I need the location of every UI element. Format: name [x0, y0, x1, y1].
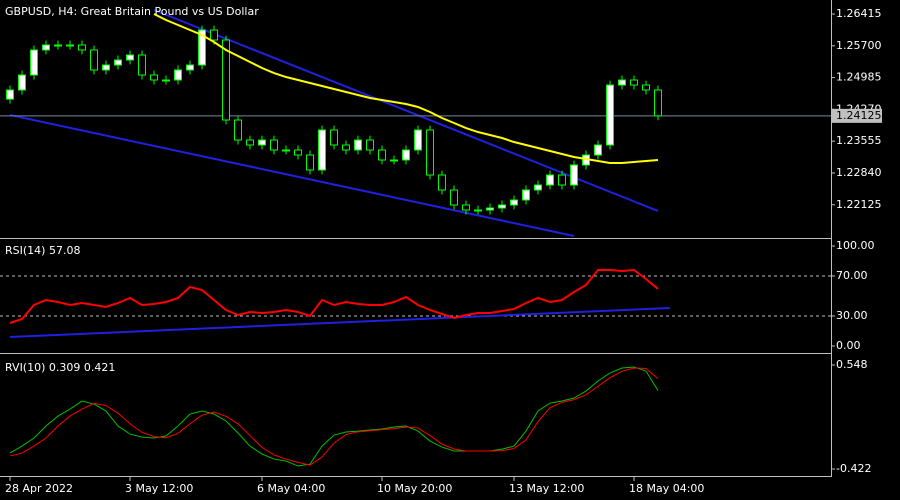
candle-body: [78, 44, 86, 51]
candle-body: [438, 174, 446, 191]
candle-body: [570, 164, 578, 186]
price-label-box: [832, 108, 882, 123]
candle-body: [318, 129, 326, 171]
x-tick-label: 18 May 04:00: [629, 482, 704, 495]
candle-body: [366, 139, 374, 151]
candle-body: [510, 199, 518, 206]
panel: [0, 9, 831, 237]
y-tick-label: 1.26415: [836, 7, 882, 20]
candle-body: [594, 144, 602, 156]
candle-body: [630, 79, 638, 86]
candle-body: [6, 89, 14, 100]
candle-body: [162, 79, 170, 82]
x-tick-label: 3 May 12:00: [125, 482, 193, 495]
trend-line: [9, 114, 575, 237]
candle-body: [42, 44, 50, 51]
y-tick-label: 30.00: [836, 309, 868, 322]
candle-body: [138, 54, 146, 76]
candle-body: [606, 84, 614, 146]
candle-body: [102, 64, 110, 71]
candle-body: [114, 59, 122, 66]
candle-body: [342, 144, 350, 151]
candle-body: [198, 29, 206, 66]
candle-body: [654, 89, 662, 117]
panel-title: RSI(14) 57.08: [5, 244, 80, 257]
y-tick-label: -0.422: [836, 462, 871, 475]
y-tick-label: 1.23555: [836, 134, 882, 147]
indicator-line: [9, 268, 659, 324]
candle-body: [474, 209, 482, 212]
y-tick-label: 1.25700: [836, 39, 882, 52]
candle-body: [150, 74, 158, 81]
candle-body: [426, 129, 434, 176]
candle-body: [498, 204, 506, 209]
candle-body: [522, 189, 530, 201]
y-tick-label: 100.00: [836, 239, 875, 252]
candle-body: [414, 129, 422, 151]
candle-body: [294, 149, 302, 156]
candle-body: [330, 129, 338, 146]
candle-body: [450, 189, 458, 206]
x-tick-label: 6 May 04:00: [257, 482, 325, 495]
moving-average: [153, 13, 659, 165]
y-tick-label: 1.22840: [836, 166, 882, 179]
candle-body: [270, 139, 278, 151]
candle-body: [534, 184, 542, 191]
y-tick-label: 1.22125: [836, 198, 882, 211]
candle-body: [90, 49, 98, 71]
candle-body: [66, 44, 74, 47]
price-label: 1.24125: [836, 109, 882, 122]
panel: [9, 366, 659, 467]
y-tick-label: 0.00: [836, 339, 861, 352]
x-tick-label: 28 Apr 2022: [5, 482, 73, 495]
panel-title: RVI(10) 0.309 0.421: [5, 361, 115, 374]
candle-body: [258, 139, 266, 146]
candle-body: [282, 149, 290, 152]
candle-body: [462, 204, 470, 211]
candle-body: [354, 139, 362, 151]
candle-body: [486, 207, 494, 211]
candle-body: [246, 139, 254, 146]
candle-body: [54, 44, 62, 47]
indicator-line: [9, 366, 659, 467]
candle-body: [18, 74, 26, 91]
y-tick-label: 0.548: [836, 358, 868, 371]
candle-body: [210, 29, 218, 41]
candle-body: [618, 79, 626, 86]
indicator-line: [9, 367, 659, 466]
y-tick-label: 70.00: [836, 269, 868, 282]
candle-body: [234, 119, 242, 141]
x-tick-label: 13 May 12:00: [509, 482, 584, 495]
panel-title: GBPUSD, H4: Great Britain Pound vs US Do…: [5, 5, 259, 18]
candle-body: [546, 174, 554, 186]
candle-body: [30, 49, 38, 76]
candle-body: [186, 64, 194, 71]
x-tick-label: 10 May 20:00: [377, 482, 452, 495]
candle-body: [390, 159, 398, 162]
candle-body: [174, 69, 182, 81]
candle-body: [558, 174, 566, 186]
candle-body: [378, 149, 386, 161]
candle-body: [222, 39, 230, 121]
y-tick-label: 1.24985: [836, 71, 882, 84]
panel: [0, 268, 831, 338]
candle-body: [306, 154, 314, 171]
candle-body: [642, 84, 650, 91]
candle-body: [126, 54, 134, 61]
candle-body: [402, 149, 410, 161]
trend-line: [9, 307, 671, 338]
